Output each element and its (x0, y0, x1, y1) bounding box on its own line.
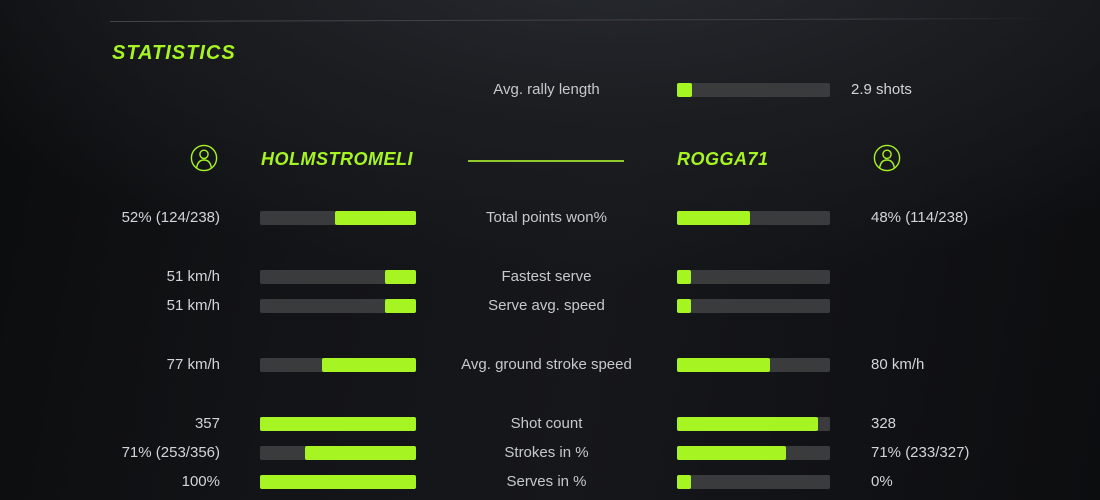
right-player-value: 80 km/h (871, 356, 925, 373)
right-player-value (871, 296, 1086, 316)
left-player-bar-fill (384, 299, 416, 313)
right-player-value: 48% (114/238) (871, 209, 969, 226)
left-player-user-icon[interactable] (190, 144, 218, 172)
stat-row-strokes-in: 71% (253/356) Strokes in % 71% (233/327) (0, 443, 1100, 463)
stat-label: Shot count (510, 415, 583, 432)
left-player-value: 52% (124/238) (121, 209, 220, 226)
right-player-bar (677, 475, 830, 489)
stat-row-total-points: 52% (124/238) Total points won% 48% (114… (0, 208, 1100, 228)
stat-row-serves-in: 100% Serves in % 0% (0, 472, 1100, 492)
stat-label: Avg. rally length (493, 81, 600, 98)
left-player-bar (260, 417, 416, 431)
left-player-bar (260, 475, 416, 489)
left-player-bar-fill (322, 358, 416, 372)
left-player-name: HOLMSTROMELI (261, 149, 413, 169)
rally-length-bar (677, 83, 830, 97)
left-player-bar-fill (384, 270, 416, 284)
right-player-bar (677, 358, 830, 372)
top-divider-line (109, 18, 1055, 22)
stat-label: Total points won% (486, 209, 607, 226)
stat-label: Serves in % (506, 473, 587, 490)
stat-row-shot-count: 357 Shot count 328 (0, 414, 1100, 434)
right-player-bar-fill (677, 211, 751, 225)
players-divider-line (468, 160, 624, 162)
right-player-bar (677, 270, 830, 284)
right-player-value: 0% (871, 473, 893, 490)
right-player-user-icon[interactable] (873, 144, 901, 172)
players-header: HOLMSTROMELI ROGGA71 (0, 143, 1100, 175)
right-player-name: ROGGA71 (677, 149, 769, 169)
rally-length-value: 2.9 shots (851, 81, 912, 98)
left-player-bar (260, 270, 416, 284)
left-player-value: 77 km/h (166, 356, 220, 373)
stat-label: Strokes in % (504, 444, 589, 461)
left-player-bar-fill (260, 417, 416, 431)
left-player-value: 51 km/h (166, 268, 220, 285)
right-player-bar-fill (677, 270, 691, 284)
stat-label: Avg. ground stroke speed (461, 356, 632, 373)
stat-row-fastest-serve: 51 km/h Fastest serve (0, 267, 1100, 287)
left-player-value: 71% (253/356) (121, 444, 220, 461)
left-player-bar (260, 299, 416, 313)
left-player-value: 100% (181, 473, 220, 490)
right-player-bar-fill (677, 299, 691, 313)
left-player-bar-fill (305, 446, 416, 460)
stat-row-ground-stroke-speed: 77 km/h Avg. ground stroke speed 80 km/h (0, 355, 1100, 375)
left-player-bar (260, 211, 416, 225)
right-player-bar-fill (677, 358, 771, 372)
right-player-bar (677, 211, 830, 225)
right-player-bar (677, 417, 830, 431)
avg-rally-length-row: Avg. rally length 2.9 shots (0, 80, 1100, 100)
stat-label: Fastest serve (501, 268, 592, 285)
stat-label: Serve avg. speed (488, 297, 605, 314)
right-player-bar-fill (677, 446, 786, 460)
left-player-bar-fill (334, 211, 416, 225)
right-player-value: 328 (871, 415, 897, 432)
stat-row-serve-avg-speed: 51 km/h Serve avg. speed (0, 296, 1100, 316)
left-player-value: 357 (194, 415, 220, 432)
right-player-bar (677, 299, 830, 313)
right-player-bar (677, 446, 830, 460)
left-player-bar (260, 446, 416, 460)
left-player-value: 51 km/h (166, 297, 220, 314)
right-player-value (871, 267, 1086, 287)
right-player-value: 71% (233/327) (871, 444, 970, 461)
left-player-bar-fill (260, 475, 416, 489)
right-player-bar-fill (677, 417, 818, 431)
left-player-bar (260, 358, 416, 372)
right-player-bar-fill (677, 475, 691, 489)
page-title: STATISTICS (112, 42, 236, 64)
rally-length-bar-fill (677, 83, 693, 97)
